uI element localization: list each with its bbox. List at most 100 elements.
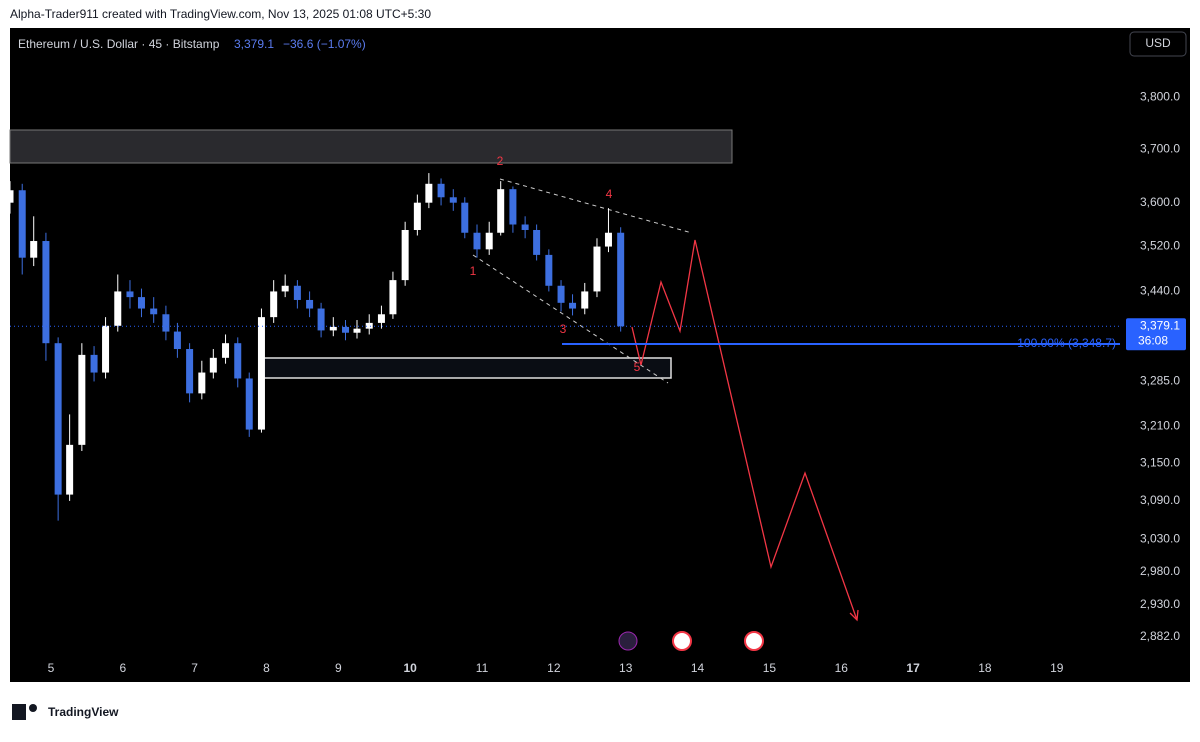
- x-tick-label: 8: [263, 661, 270, 675]
- currency-button[interactable]: [1129, 31, 1187, 57]
- x-tick-label: 10: [403, 661, 417, 675]
- wave-label: 5: [634, 360, 641, 374]
- candle-body: [54, 343, 62, 495]
- candle-body: [245, 378, 253, 430]
- candle-body: [342, 326, 350, 333]
- current-price-label: 3,379.1: [1140, 318, 1180, 332]
- candle-body: [162, 314, 170, 332]
- candle-body: [209, 357, 217, 373]
- candle-body: [617, 232, 625, 327]
- candle-body: [557, 285, 565, 303]
- symbol-legend: Ethereum / U.S. Dollar · 45 · Bitstamp: [18, 37, 220, 51]
- candle-body: [545, 254, 553, 286]
- countdown-label: 36:08: [1138, 333, 1168, 347]
- wedge-upper: [499, 178, 693, 234]
- y-tick-label: 3,440.0: [1140, 284, 1180, 298]
- event-icon[interactable]: [618, 631, 638, 651]
- x-tick-label: 14: [691, 661, 705, 675]
- x-tick-label: 15: [763, 661, 777, 675]
- candle-body: [42, 241, 50, 344]
- currency-label: USD: [1145, 36, 1171, 50]
- attribution: Alpha-Trader911 created with TradingView…: [10, 7, 431, 21]
- logo-mark: [12, 704, 26, 720]
- x-tick-label: 6: [119, 661, 126, 675]
- y-tick-label: 3,600.0: [1140, 195, 1180, 209]
- y-tick-label: 2,930.0: [1140, 597, 1180, 611]
- x-tick-label: 12: [547, 661, 561, 675]
- candle-body: [365, 322, 373, 329]
- candle-body: [533, 229, 541, 255]
- candle-body: [281, 285, 289, 292]
- candle-body: [102, 325, 110, 373]
- candle-body: [604, 232, 612, 247]
- candle-body: [90, 354, 98, 373]
- x-tick-label: 13: [619, 661, 633, 675]
- candle-body: [473, 232, 481, 250]
- y-tick-label: 3,150.0: [1140, 456, 1180, 470]
- x-tick-label: 11: [476, 661, 489, 675]
- wedge-lower: [472, 254, 669, 384]
- candle-body: [18, 190, 26, 258]
- y-tick-label: 3,800.0: [1140, 89, 1180, 103]
- wave-label: 4: [606, 187, 613, 201]
- candle-body: [377, 314, 385, 323]
- candle-body: [78, 354, 86, 445]
- y-tick-label: 3,210.0: [1140, 419, 1180, 433]
- brand: TradingView: [48, 705, 119, 719]
- y-tick-label: 2,980.0: [1140, 564, 1180, 578]
- fib-label: 100.00% (3,348.7): [1017, 336, 1116, 350]
- candle-body: [137, 297, 145, 309]
- supply-zone: [9, 129, 733, 164]
- y-tick-label: 3,520.0: [1140, 239, 1180, 253]
- x-tick-label: 9: [335, 661, 342, 675]
- event-icon[interactable]: [672, 631, 692, 651]
- y-tick-label: 3,090.0: [1140, 493, 1180, 507]
- candle-body: [186, 349, 194, 394]
- y-tick-label: 3,030.0: [1140, 531, 1180, 545]
- candle-body: [521, 224, 529, 230]
- x-tick-label: 17: [906, 661, 920, 675]
- last-price: 3,379.1: [234, 37, 274, 51]
- x-tick-label: 16: [835, 661, 849, 675]
- candle-body: [198, 372, 206, 394]
- wave-label: 3: [560, 322, 567, 336]
- candle-body: [509, 189, 517, 225]
- candle-body: [593, 246, 601, 292]
- candle-body: [329, 326, 337, 331]
- candle-body: [257, 317, 265, 430]
- candle-body: [449, 197, 457, 203]
- wave-label: 2: [497, 154, 504, 168]
- candles: [6, 173, 625, 521]
- candle-body: [317, 308, 325, 331]
- candle-body: [389, 280, 397, 315]
- candle-body: [497, 189, 505, 233]
- candle-body: [293, 285, 301, 300]
- candle-body: [485, 232, 493, 250]
- candle-body: [581, 291, 589, 309]
- candle-body: [173, 331, 181, 350]
- candle-body: [150, 308, 158, 315]
- candle-body: [30, 241, 38, 258]
- logo-mark: [29, 704, 37, 712]
- candle-body: [425, 183, 433, 203]
- x-tick-label: 5: [48, 661, 55, 675]
- demand-zone: [258, 357, 672, 379]
- candle-body: [413, 202, 421, 230]
- current-price-box: [1126, 318, 1186, 351]
- y-tick-label: 2,882.0: [1140, 629, 1180, 643]
- x-tick-label: 7: [191, 661, 198, 675]
- candle-body: [569, 302, 577, 309]
- event-icon[interactable]: [744, 631, 764, 651]
- wave-label: 1: [470, 264, 477, 278]
- candle-body: [306, 299, 314, 309]
- candle-body: [437, 183, 445, 198]
- candle-body: [66, 444, 74, 495]
- candle-body: [353, 328, 361, 333]
- candle-body: [6, 190, 14, 203]
- candle-body: [114, 291, 122, 326]
- x-tick-label: 18: [978, 661, 992, 675]
- candle-body: [461, 202, 469, 233]
- candle-body: [270, 291, 278, 318]
